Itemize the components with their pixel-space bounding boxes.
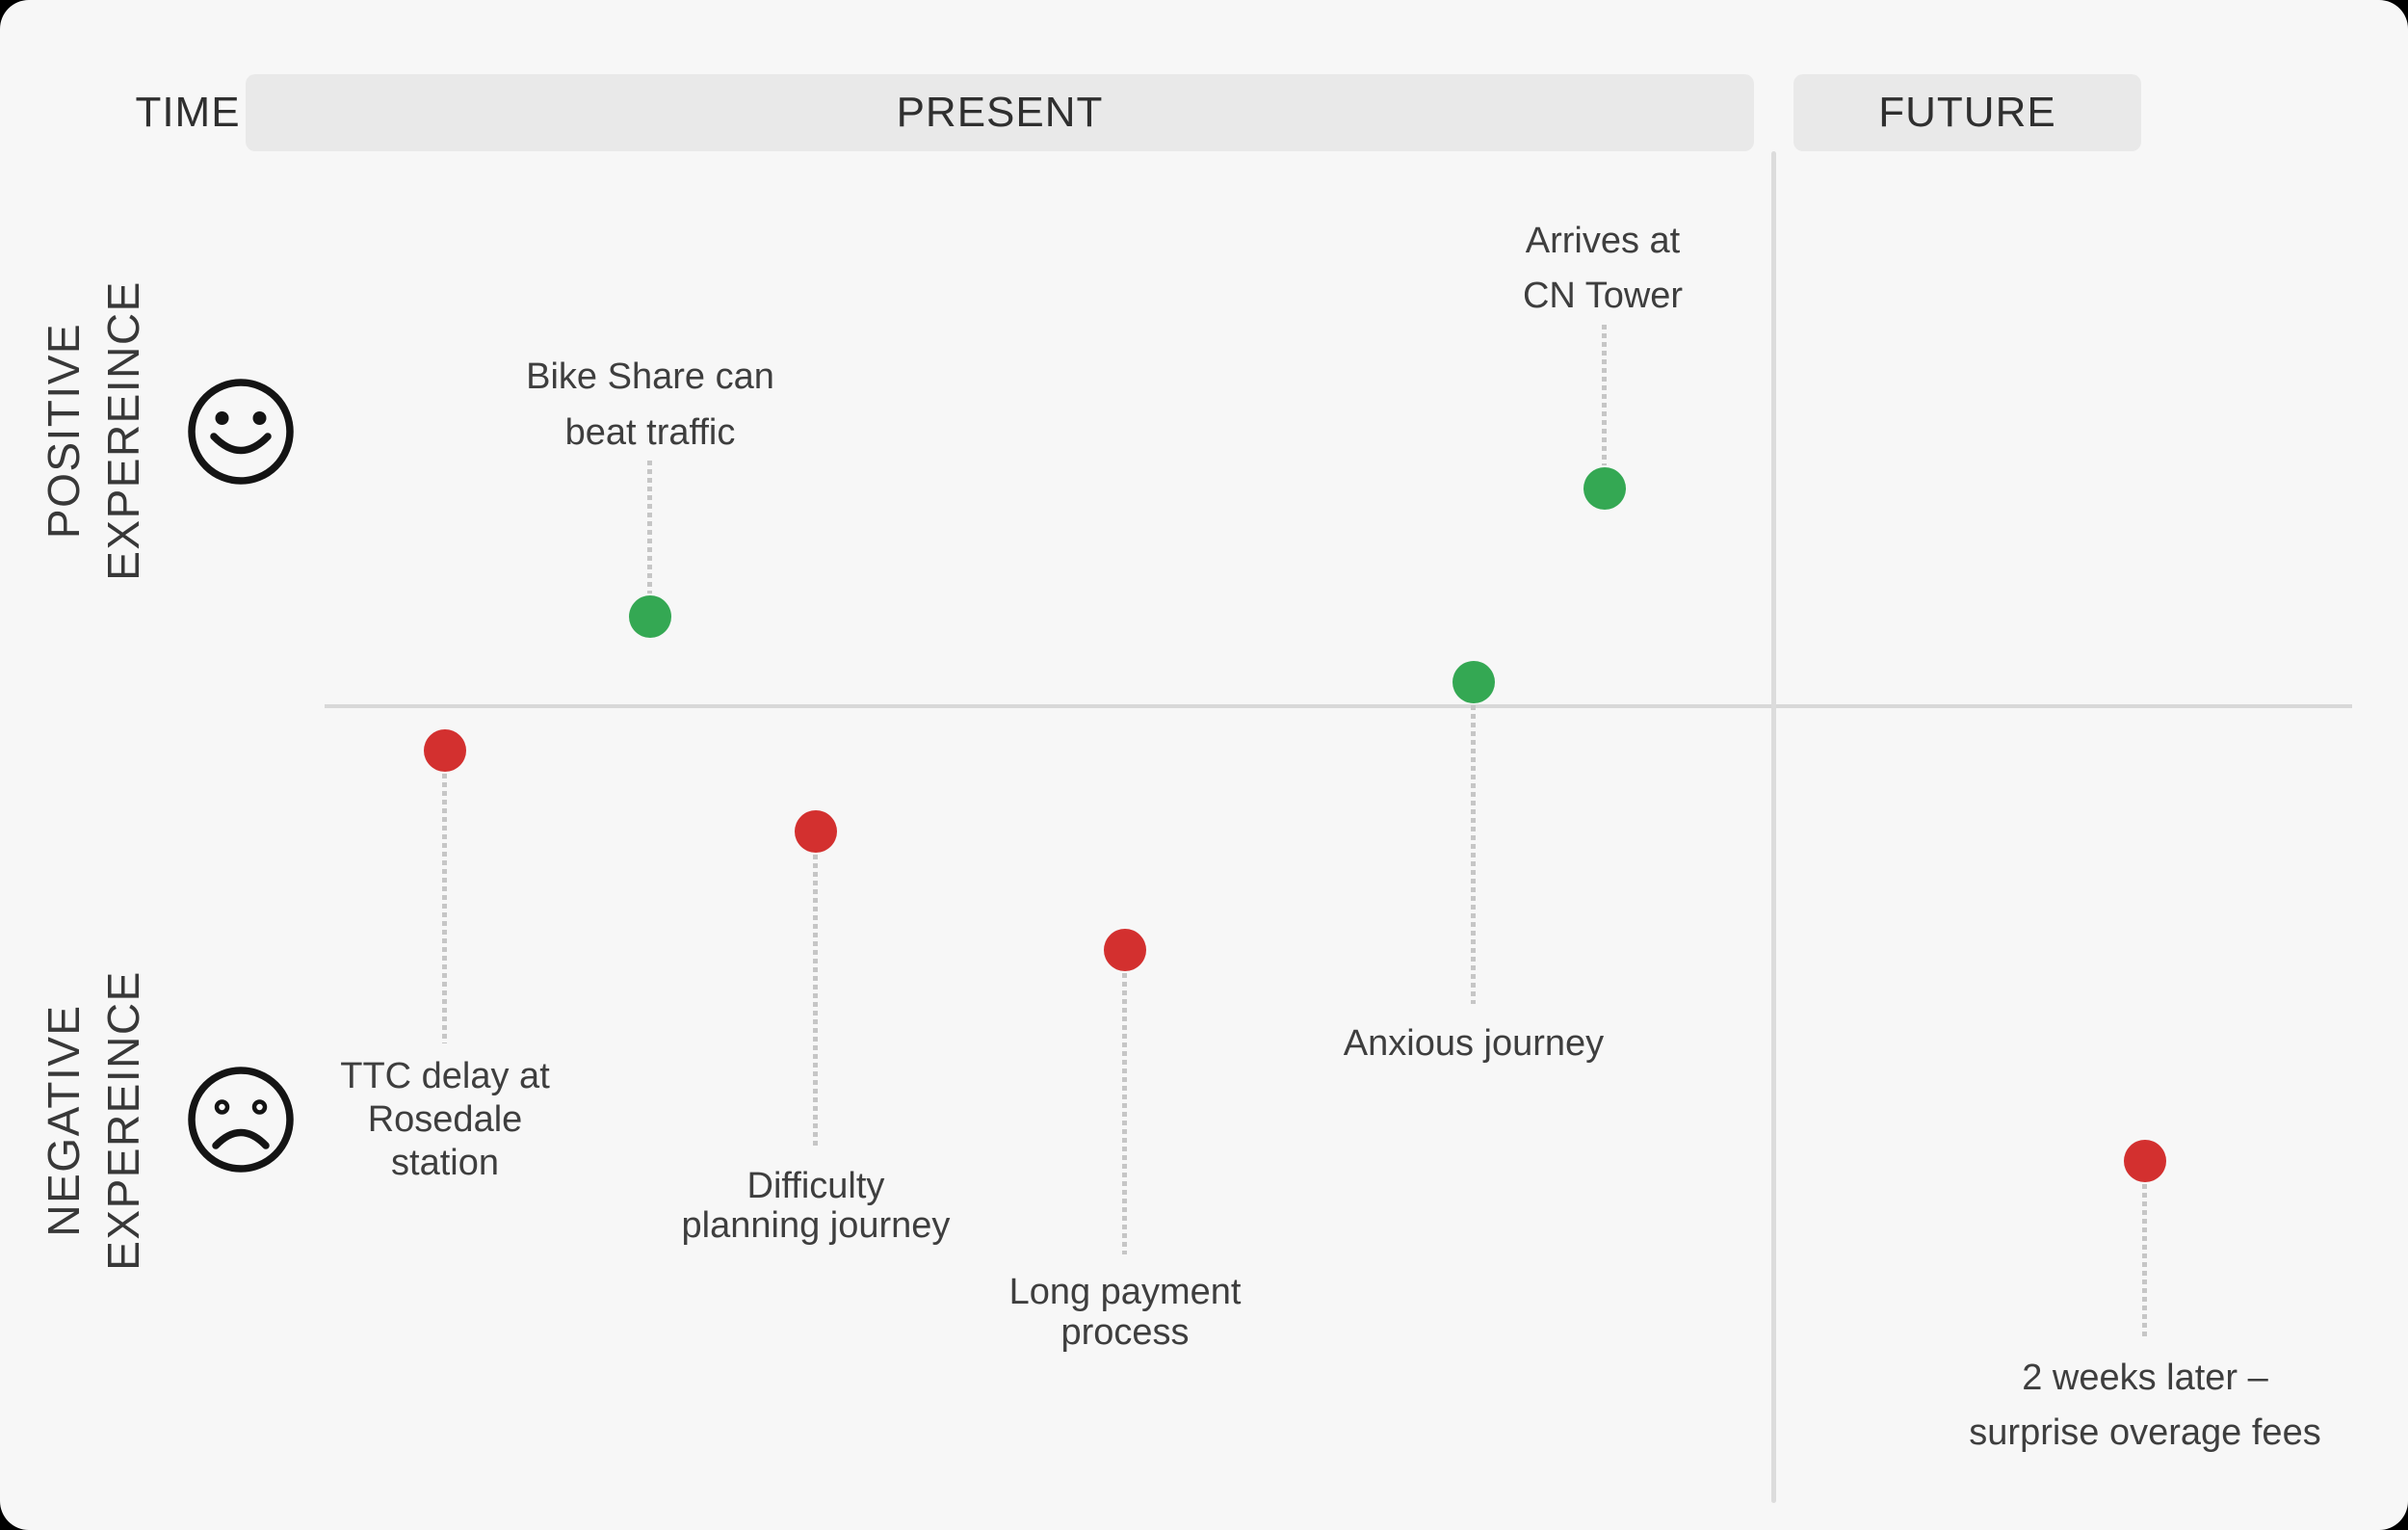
event-label: Bike Share can beat traffic [409, 349, 891, 461]
event-stem [1602, 325, 1607, 465]
event-dot [1453, 661, 1495, 703]
event-dot [424, 729, 466, 772]
present-header-label: PRESENT [896, 89, 1104, 136]
present-header: PRESENT [246, 74, 1754, 151]
event-label-line: Rosedale [367, 1099, 523, 1140]
sentiment-baseline [325, 704, 2352, 708]
event-dot [2124, 1140, 2166, 1182]
positive-axis-label: POSITIVE EXPEREINCE [34, 280, 153, 581]
event-label-line: Bike Share can [526, 356, 774, 397]
event-label-line: 2 weeks later – [2022, 1358, 2268, 1398]
event-stem [813, 855, 818, 1148]
event-label-line: Anxious journey [1343, 1023, 1605, 1064]
positive-axis-line2: EXPEREINCE [98, 280, 148, 581]
negative-axis-label: NEGATIVE EXPEREINCE [34, 970, 153, 1271]
event-label-line: TTC delay at [340, 1056, 550, 1096]
future-header: FUTURE [1793, 74, 2141, 151]
event-label-line: process [1060, 1312, 1190, 1353]
future-header-label: FUTURE [1878, 89, 2056, 136]
event-label: Difficulty planning journey [575, 1167, 1057, 1246]
negative-axis-line2: EXPEREINCE [98, 970, 148, 1271]
sad-face-icon [188, 1067, 294, 1173]
event-label-line: beat traffic [564, 412, 736, 453]
present-future-divider [1771, 151, 1776, 1503]
negative-axis-line1: NEGATIVE [39, 1004, 89, 1237]
event-label-line: planning journey [681, 1205, 951, 1246]
event-label-line: Difficulty [746, 1166, 885, 1206]
event-dot [795, 810, 837, 853]
event-dot [1584, 467, 1626, 510]
event-stem [1122, 973, 1127, 1254]
event-label-line: CN Tower [1522, 276, 1684, 316]
event-stem [1471, 705, 1476, 1004]
event-label-line: station [391, 1143, 499, 1183]
time-axis-label: TIME [135, 89, 241, 136]
event-label: TTC delay at Rosedale station [204, 1055, 686, 1185]
event-stem [647, 461, 652, 594]
event-dot [629, 595, 671, 638]
event-stem [442, 774, 447, 1043]
event-label: 2 weeks later – surprise overage fees [1856, 1351, 2408, 1461]
event-label: Anxious journey [1233, 1020, 1714, 1067]
event-dot [1104, 929, 1146, 971]
event-label: Long payment process [884, 1272, 1366, 1353]
event-label-line: surprise overage fees [1969, 1412, 2321, 1453]
event-label-line: Arrives at [1525, 221, 1681, 261]
positive-axis-line1: POSITIVE [39, 322, 89, 540]
event-stem [2142, 1184, 2147, 1336]
event-label-line: Long payment [1008, 1272, 1242, 1312]
event-label: Arrives at CN Tower [1362, 214, 1844, 324]
happy-face-icon [188, 379, 294, 485]
